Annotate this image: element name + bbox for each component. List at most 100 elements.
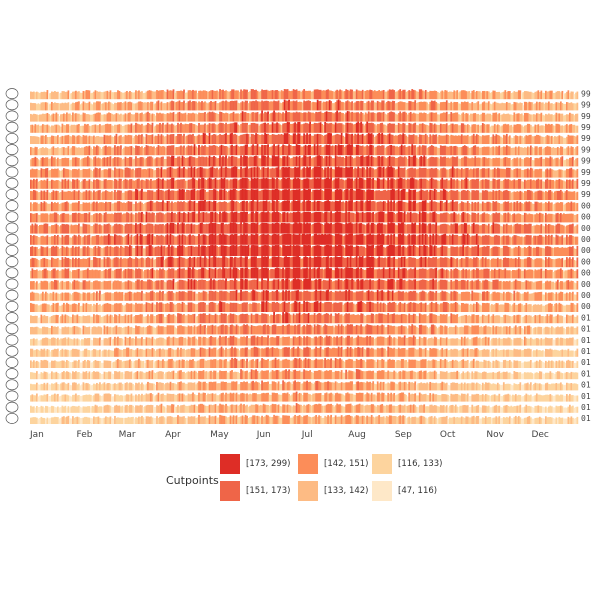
heatmap-cell bbox=[417, 202, 420, 212]
heatmap-cell bbox=[399, 89, 402, 100]
heatmap-cell bbox=[255, 89, 257, 100]
heatmap-cell bbox=[136, 224, 139, 234]
heatmap-cell bbox=[418, 101, 421, 111]
heatmap-cell bbox=[376, 133, 379, 144]
heatmap-cell bbox=[489, 215, 492, 223]
heatmap-cell bbox=[553, 136, 556, 144]
heatmap-cell bbox=[208, 213, 211, 223]
heatmap-cell bbox=[327, 111, 330, 122]
heatmap-cell bbox=[390, 111, 393, 122]
heatmap-cell bbox=[318, 222, 321, 234]
heatmap-cell bbox=[562, 180, 565, 189]
heatmap-cell bbox=[273, 144, 275, 156]
heatmap-cell bbox=[256, 234, 259, 245]
heatmap-cell bbox=[103, 114, 106, 122]
heatmap-cell bbox=[550, 148, 553, 156]
heatmap-cell bbox=[174, 114, 176, 122]
heatmap-cell bbox=[393, 212, 396, 223]
heatmap-cell bbox=[366, 166, 369, 178]
heatmap-cell bbox=[313, 189, 316, 200]
heatmap-cell bbox=[307, 144, 310, 156]
heatmap-cell bbox=[169, 145, 172, 156]
heatmap-cell bbox=[169, 190, 172, 200]
heatmap-cell bbox=[199, 146, 202, 156]
heatmap-cell bbox=[259, 169, 262, 178]
heatmap-cell bbox=[439, 145, 442, 156]
heatmap-cell bbox=[136, 203, 139, 212]
heatmap-cell bbox=[97, 190, 100, 200]
heatmap-cell bbox=[69, 93, 71, 100]
heatmap-cell bbox=[318, 155, 321, 167]
heatmap-cell bbox=[147, 179, 149, 189]
heatmap-cell bbox=[361, 145, 364, 156]
heatmap-cell bbox=[267, 211, 269, 223]
heatmap-cell bbox=[378, 211, 381, 223]
heatmap-cell bbox=[364, 169, 367, 178]
heatmap-cell bbox=[204, 200, 206, 212]
heatmap-cell bbox=[240, 146, 242, 156]
heatmap-cell bbox=[552, 192, 555, 200]
heatmap-cell bbox=[541, 149, 544, 156]
heatmap-cell bbox=[325, 155, 328, 167]
heatmap-cell bbox=[531, 114, 534, 122]
heatmap-cell bbox=[237, 168, 239, 178]
heatmap-cell bbox=[432, 124, 435, 133]
heatmap-cell bbox=[285, 223, 287, 234]
heatmap-cell bbox=[49, 115, 52, 122]
heatmap-cell bbox=[268, 134, 271, 144]
heatmap-cell bbox=[528, 113, 531, 122]
heatmap-cell bbox=[163, 124, 166, 133]
heatmap-cell bbox=[258, 167, 260, 178]
heatmap-cell bbox=[397, 147, 400, 156]
heatmap-cell bbox=[528, 213, 531, 223]
heatmap-cell bbox=[157, 188, 160, 200]
heatmap-cell bbox=[433, 112, 436, 122]
heatmap-cell bbox=[55, 147, 58, 156]
heatmap-cell bbox=[207, 178, 209, 189]
heatmap-cell bbox=[319, 100, 322, 111]
heatmap-cell bbox=[568, 92, 571, 100]
heatmap-cell bbox=[124, 224, 127, 234]
heatmap-cell bbox=[115, 168, 118, 178]
heatmap-cell bbox=[88, 101, 91, 111]
heatmap-cell bbox=[187, 212, 190, 223]
heatmap-cell bbox=[318, 166, 321, 178]
heatmap-cell bbox=[240, 234, 242, 245]
heatmap-cell bbox=[117, 180, 119, 189]
heatmap-cell bbox=[385, 167, 388, 178]
heatmap-cell bbox=[109, 191, 112, 200]
heatmap-cell bbox=[166, 122, 169, 133]
heatmap-cell bbox=[282, 144, 284, 156]
heatmap-cell bbox=[124, 167, 127, 178]
heatmap-cell bbox=[493, 112, 496, 122]
heatmap-cell bbox=[163, 91, 166, 100]
heatmap-cell bbox=[258, 190, 260, 200]
heatmap-cell bbox=[559, 101, 562, 111]
heatmap-cell bbox=[414, 122, 417, 133]
heatmap-cell bbox=[576, 125, 579, 133]
heatmap-cell bbox=[55, 124, 58, 133]
heatmap-cell bbox=[154, 236, 157, 245]
heatmap-cell bbox=[400, 167, 403, 178]
heatmap-cell bbox=[45, 102, 47, 111]
heatmap-cell bbox=[142, 169, 145, 178]
heatmap-cell bbox=[519, 214, 522, 223]
heatmap-cell bbox=[393, 167, 396, 178]
heatmap-cell bbox=[168, 102, 170, 111]
heatmap-cell bbox=[403, 223, 406, 234]
heatmap-cell bbox=[264, 100, 266, 111]
heatmap-cell bbox=[112, 114, 115, 122]
heatmap-cell bbox=[433, 146, 436, 156]
heatmap-cell bbox=[423, 135, 426, 144]
heatmap-cell bbox=[433, 157, 436, 167]
heatmap-cell bbox=[78, 91, 80, 100]
heatmap-cell bbox=[555, 170, 558, 178]
heatmap-cell bbox=[96, 158, 98, 167]
heatmap-cell bbox=[511, 159, 514, 167]
heatmap-cell bbox=[388, 235, 391, 245]
heatmap-cell bbox=[363, 91, 366, 100]
heatmap-cell bbox=[126, 114, 128, 122]
heatmap-cell bbox=[543, 115, 546, 122]
heatmap-cell bbox=[202, 168, 205, 178]
heatmap-cell bbox=[216, 124, 218, 133]
